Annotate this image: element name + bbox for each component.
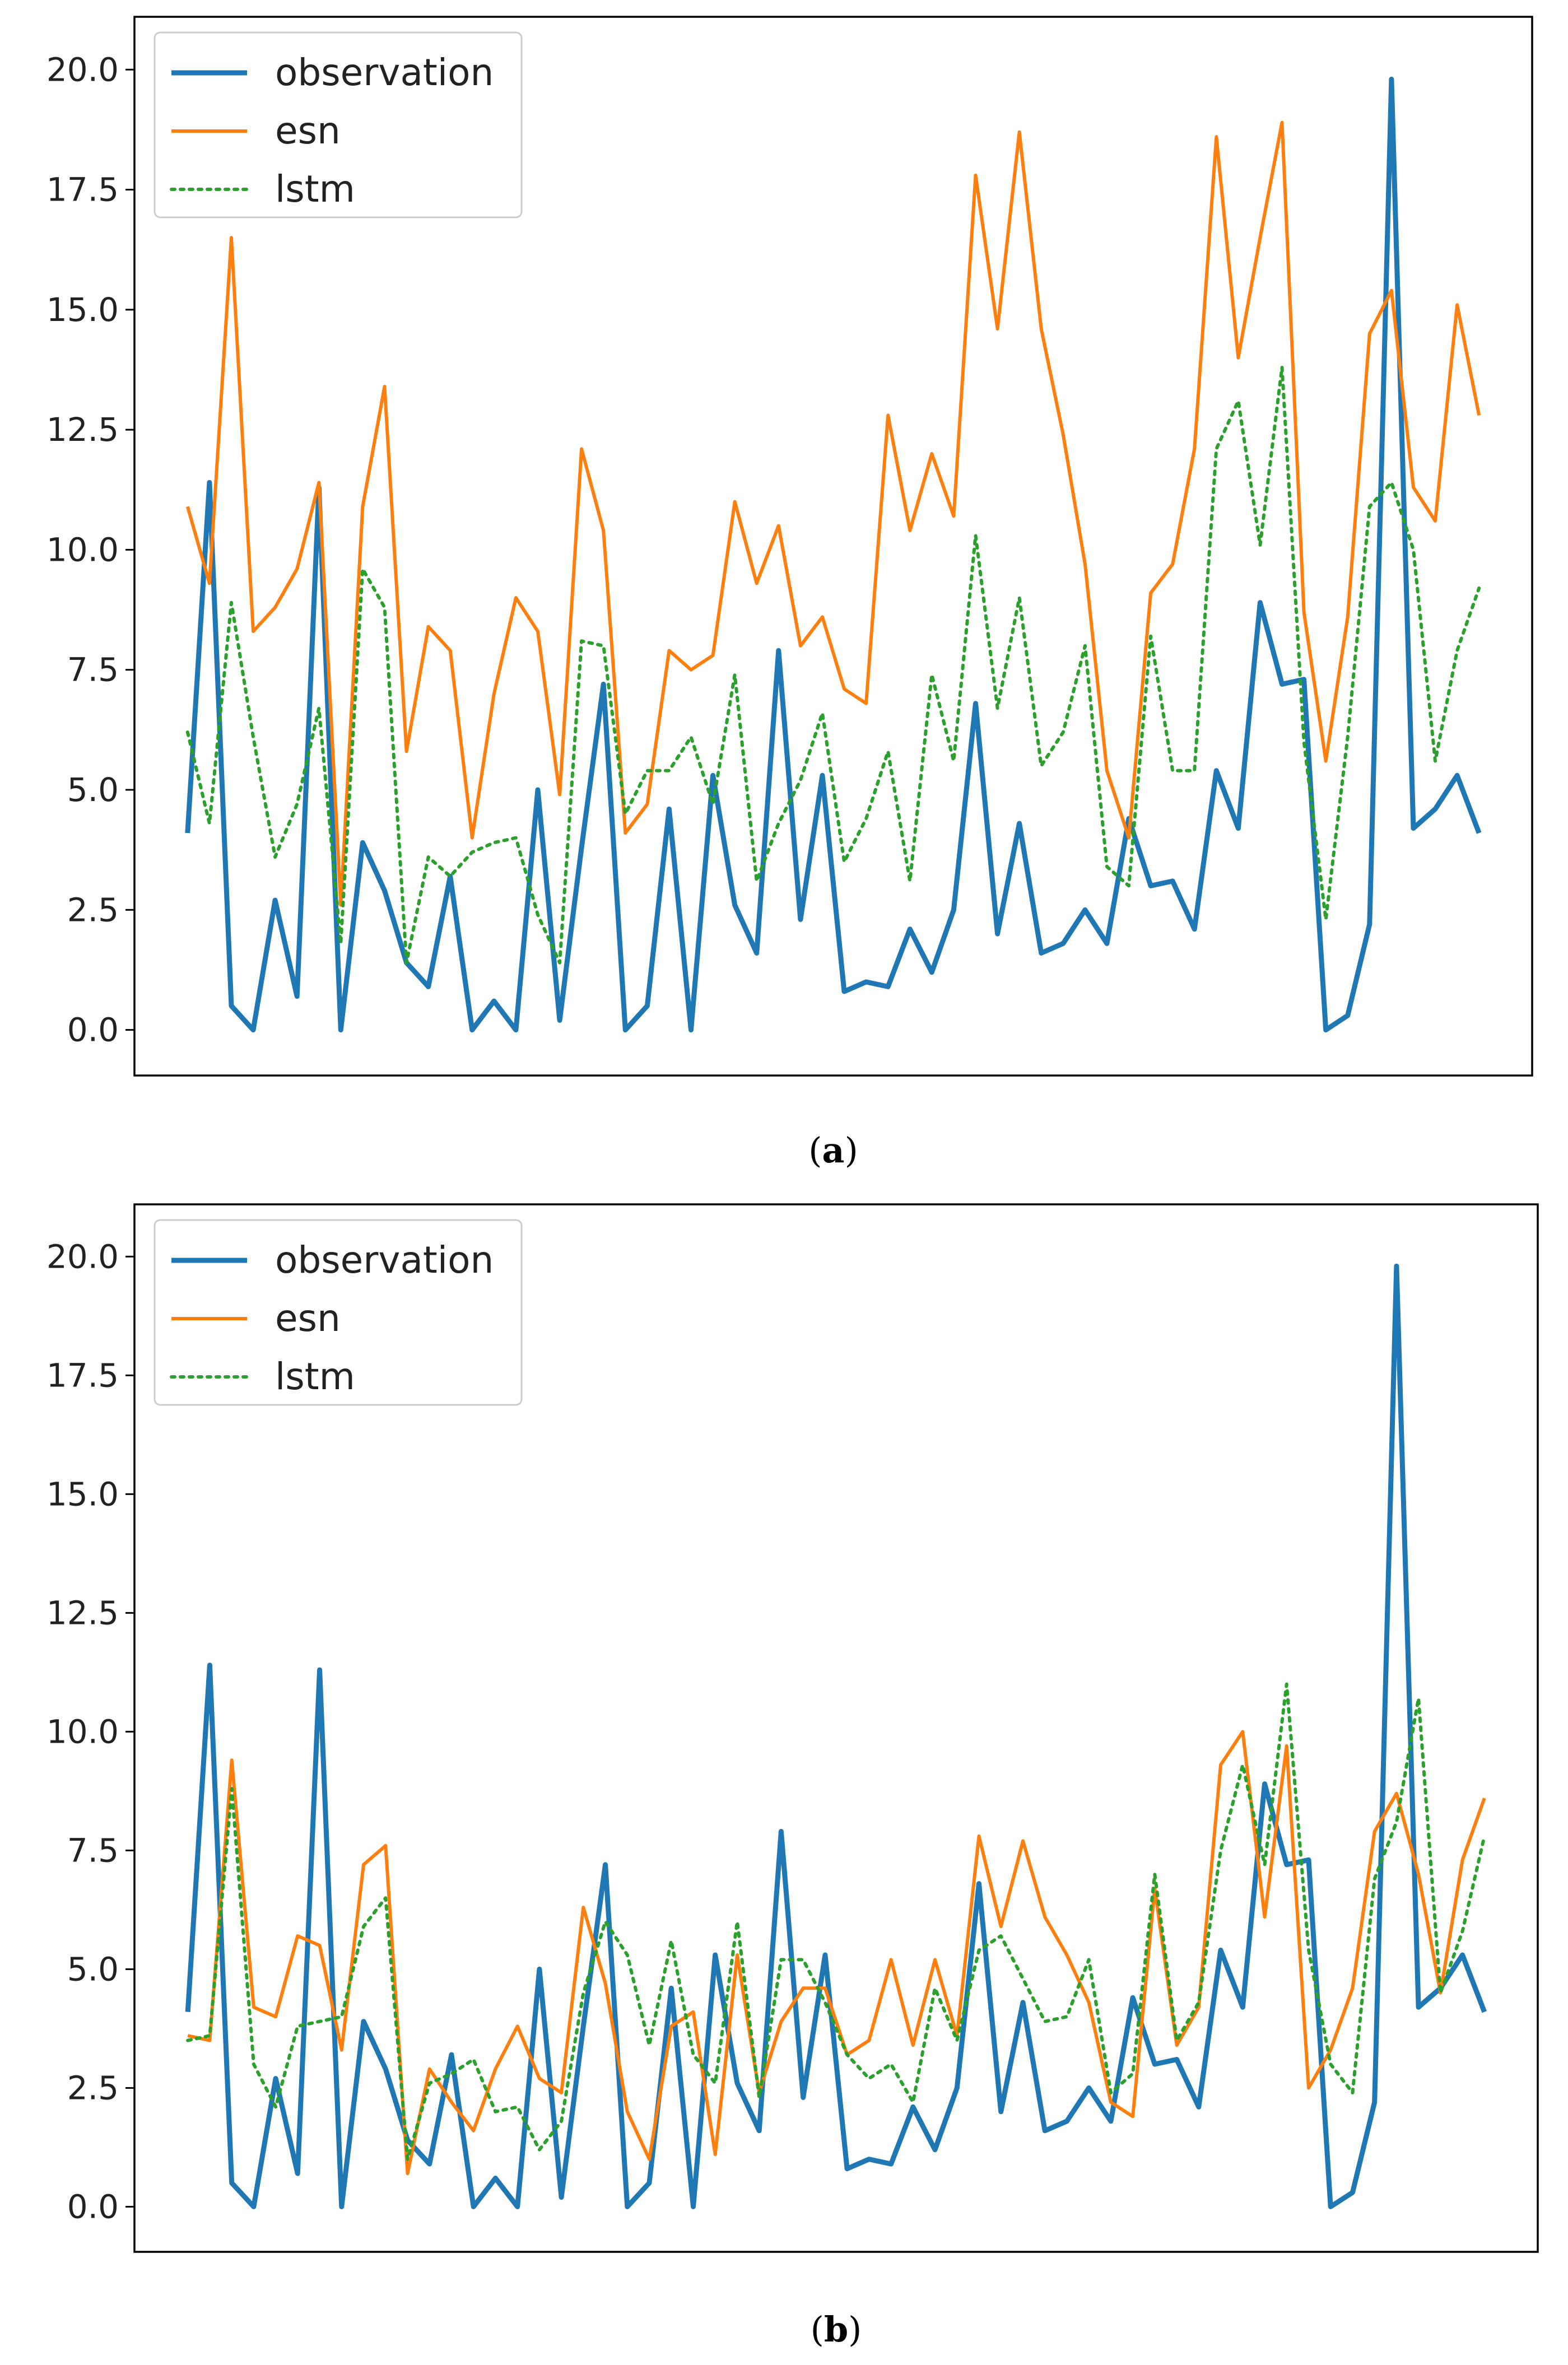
panel-b-y-ticks: 0.0 2.5 5.0 7.5 10.0 12.5 15.0 17.5 20.0 bbox=[46, 1237, 134, 2226]
panel-b-legend-label-lstm: lstm bbox=[275, 1355, 355, 1398]
panel-b-ytick-label: 12.5 bbox=[46, 1594, 119, 1632]
panel-a-legend-label-observation: observation bbox=[275, 51, 494, 94]
panel-b-ytick-label: 2.5 bbox=[67, 2069, 119, 2107]
panel-b-ytick-label: 7.5 bbox=[67, 1831, 119, 1869]
panel-b-legend: observation esn lstm bbox=[155, 1220, 522, 1405]
panel-b-series-esn bbox=[188, 1731, 1485, 2173]
panel-b-series-lstm bbox=[188, 1684, 1485, 2159]
panel-b-ytick-label: 5.0 bbox=[67, 1950, 119, 1988]
panel-a-ytick-label: 15.0 bbox=[46, 291, 119, 329]
panel-b-ytick-label: 20.0 bbox=[46, 1237, 119, 1275]
chart-panel-a: 0.0 2.5 5.0 7.5 10.0 12.5 15.0 17.5 20.0 observa… bbox=[0, 0, 1568, 1171]
panel-b-ytick-label: 0.0 bbox=[67, 2187, 119, 2226]
panel-a-ytick-label: 10.0 bbox=[46, 530, 119, 569]
panel-a-legend-label-lstm: lstm bbox=[275, 167, 355, 211]
panel-a-ytick-label: 12.5 bbox=[46, 411, 119, 449]
panel-a-ytick-label: 5.0 bbox=[67, 771, 119, 809]
panel-b-legend-label-observation: observation bbox=[275, 1239, 494, 1282]
panel-b-series bbox=[188, 1266, 1485, 2206]
panel-b-legend-label-esn: esn bbox=[275, 1297, 341, 1340]
panel-a-ytick-label: 7.5 bbox=[67, 651, 119, 689]
panel-a-caption: (a) bbox=[808, 1130, 858, 1171]
chart-panel-b: 0.0 2.5 5.0 7.5 10.0 12.5 15.0 17.5 20.0 observa… bbox=[46, 1204, 1538, 2350]
panel-a-legend-label-esn: esn bbox=[275, 109, 341, 152]
figure-canvas: 0.0 2.5 5.0 7.5 10.0 12.5 15.0 17.5 20.0 observa… bbox=[0, 0, 1568, 2365]
panel-a-ytick-label: 2.5 bbox=[67, 891, 119, 929]
panel-b-caption: (b) bbox=[811, 2309, 862, 2350]
panel-b-ytick-label: 17.5 bbox=[46, 1356, 119, 1394]
panel-b-ytick-label: 10.0 bbox=[46, 1712, 119, 1751]
panel-a-ytick-label: 17.5 bbox=[46, 171, 119, 209]
panel-b-ytick-label: 15.0 bbox=[46, 1475, 119, 1513]
panel-a-legend: observation esn lstm bbox=[155, 32, 522, 217]
panel-a-ytick-label: 20.0 bbox=[46, 50, 119, 89]
panel-a-ytick-label: 0.0 bbox=[67, 1011, 119, 1049]
